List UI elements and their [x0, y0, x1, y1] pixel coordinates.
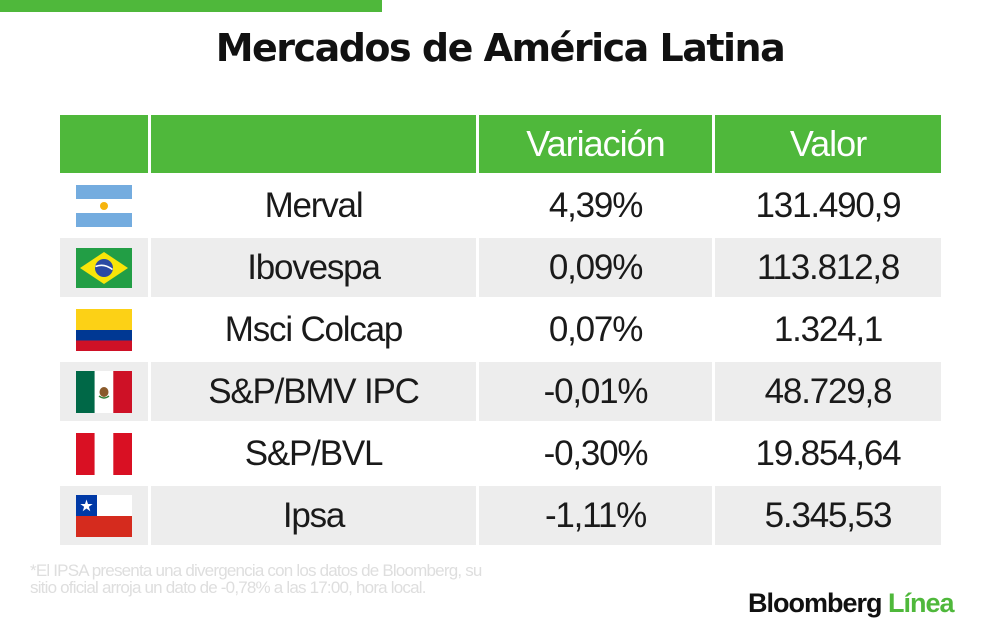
index-name: Msci Colcap [151, 300, 476, 359]
header-value: Valor [715, 115, 941, 173]
flag-cell [60, 424, 148, 483]
index-value: 1.324,1 [715, 300, 941, 359]
peru-flag-icon [76, 432, 132, 475]
flag-cell [60, 486, 148, 545]
mexico-flag-icon [76, 370, 132, 413]
flag-cell [60, 238, 148, 297]
table-row: Ipsa -1,11% 5.345,53 [60, 486, 941, 545]
logo-accent: Línea [888, 588, 955, 618]
flag-cell [60, 362, 148, 421]
index-value: 5.345,53 [715, 486, 941, 545]
index-variation: 0,07% [479, 300, 712, 359]
colombia-flag-icon [76, 308, 132, 351]
index-value: 131.490,9 [715, 176, 941, 235]
markets-table: Variación Valor Merval 4,39% 131.490,9 [57, 112, 944, 548]
index-variation: 4,39% [479, 176, 712, 235]
page-title: Mercados de América Latina [215, 26, 786, 70]
logo-brand: Bloomberg [748, 588, 883, 618]
brazil-flag-icon [76, 247, 132, 288]
footnote: *El IPSA presenta una divergencia con lo… [30, 561, 482, 597]
index-variation: -0,30% [479, 424, 712, 483]
index-value: 113.812,8 [715, 238, 941, 297]
table-row: S&P/BMV IPC -0,01% 48.729,8 [60, 362, 941, 421]
index-name: S&P/BMV IPC [151, 362, 476, 421]
index-variation: 0,09% [479, 238, 712, 297]
table-row: Merval 4,39% 131.490,9 [60, 176, 941, 235]
index-name: Ipsa [151, 486, 476, 545]
header-name [151, 115, 476, 173]
index-variation: -0,01% [479, 362, 712, 421]
table-row: Ibovespa 0,09% 113.812,8 [60, 238, 941, 297]
top-accent-bar [0, 0, 382, 12]
bloomberg-linea-logo: Bloomberg Línea [748, 588, 955, 619]
argentina-flag-icon [76, 184, 132, 227]
header-variation: Variación [479, 115, 712, 173]
index-value: 19.854,64 [715, 424, 941, 483]
table-row: Msci Colcap 0,07% 1.324,1 [60, 300, 941, 359]
flag-cell [60, 300, 148, 359]
index-name: S&P/BVL [151, 424, 476, 483]
table-row: S&P/BVL -0,30% 19.854,64 [60, 424, 941, 483]
index-value: 48.729,8 [715, 362, 941, 421]
index-name: Ibovespa [151, 238, 476, 297]
chile-flag-icon [76, 494, 132, 537]
index-name: Merval [151, 176, 476, 235]
index-variation: -1,11% [479, 486, 712, 545]
flag-cell [60, 176, 148, 235]
header-flag [60, 115, 148, 173]
header-row: Variación Valor [60, 115, 941, 173]
